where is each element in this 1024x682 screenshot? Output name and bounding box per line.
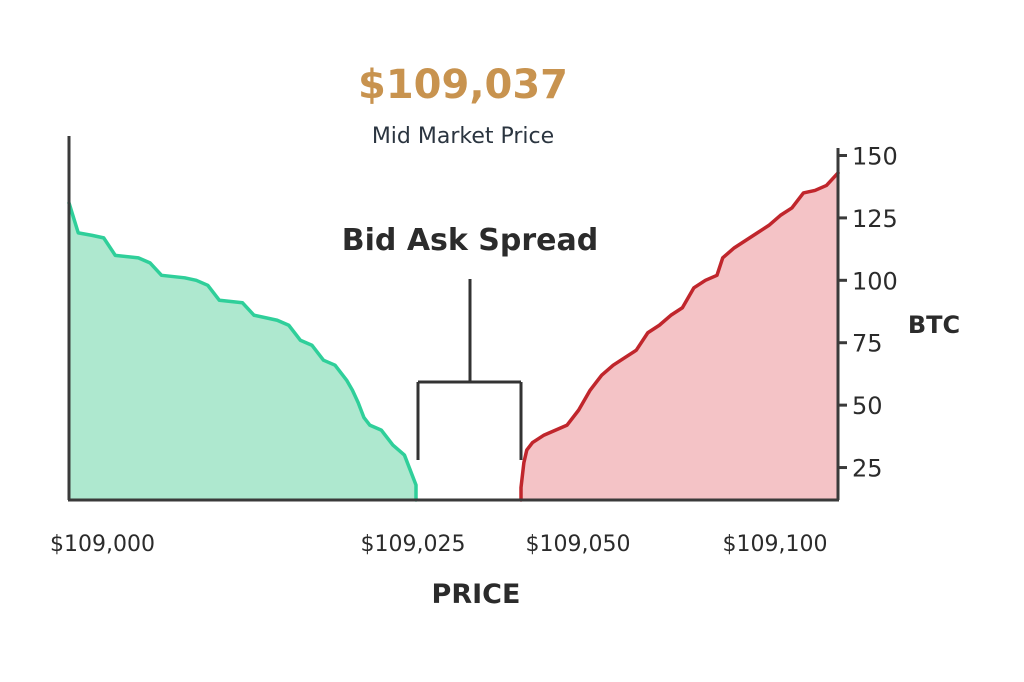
y-tick-label: 50 [852, 392, 883, 420]
y-tick-label: 150 [852, 142, 898, 170]
y-tick-label: 25 [852, 455, 883, 483]
x-tick-label: $109,000 [50, 532, 155, 557]
mid-market-label: Mid Market Price [371, 124, 555, 149]
y-tick-label: 100 [852, 267, 898, 295]
y-axis-label: BTC [908, 311, 960, 339]
bid-area [69, 202, 416, 500]
x-axis-label: PRICE [432, 579, 521, 610]
axes: 25 50 75 100 125 150 $109,000 $109,025 $109,050 $… [50, 136, 898, 557]
x-tick-label: $109,100 [723, 532, 828, 557]
ask-line [519, 171, 840, 502]
chart-text: Bid Ask Spread PRICE BTC [342, 223, 960, 610]
ask-area [521, 172, 838, 500]
y-tick-label: 125 [852, 205, 898, 233]
mid-market-price: $109,037 [357, 62, 569, 108]
spread-annotation: Bid Ask Spread [342, 223, 598, 258]
bid-line [67, 201, 418, 502]
series-layer [67, 171, 840, 502]
spread-bracket [416, 279, 523, 460]
x-tick-label: $109,050 [526, 532, 631, 557]
x-tick-label: $109,025 [361, 532, 466, 557]
y-tick-label: 75 [852, 330, 883, 358]
